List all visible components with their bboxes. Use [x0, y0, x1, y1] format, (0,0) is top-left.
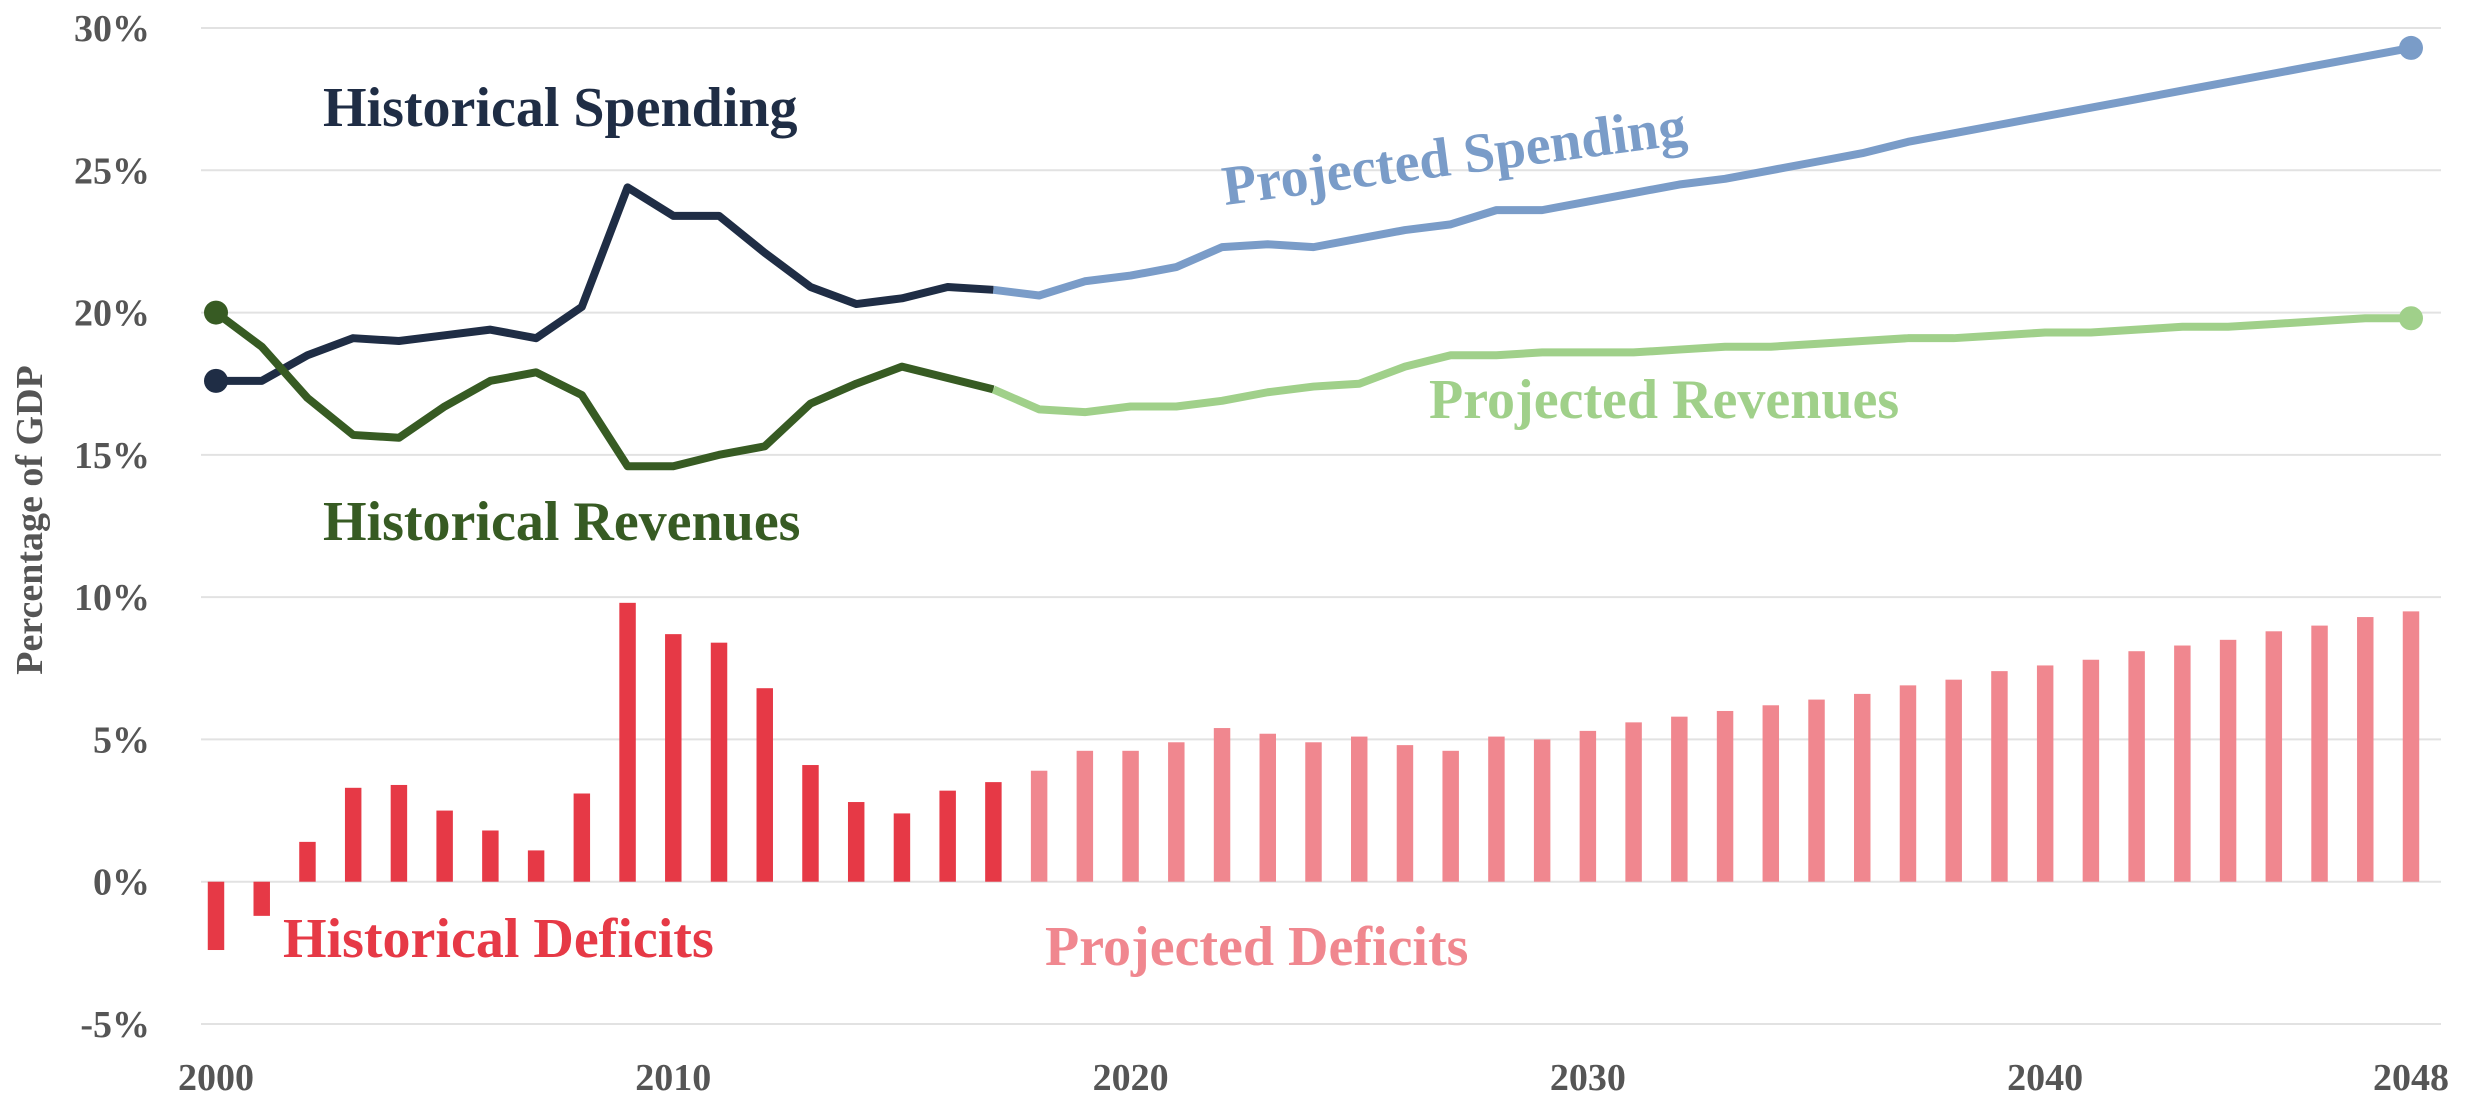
bar [1716, 710, 1734, 882]
bar [2357, 617, 2374, 882]
series-label: Projected Revenues [1429, 369, 1899, 431]
bar [207, 881, 225, 951]
y-tick-label: 10% [74, 577, 150, 619]
end-dot [2399, 35, 2423, 60]
bar [1854, 693, 1871, 882]
series-label: Projected Deficits [1045, 916, 1468, 978]
bar [253, 881, 270, 916]
bar [1122, 750, 1139, 882]
bar [1168, 742, 1185, 882]
x-tick-label: 2030 [1550, 1057, 1626, 1099]
y-axis-label: Percentage of GDP [9, 365, 51, 675]
bar [1488, 736, 1505, 882]
bar [619, 602, 636, 882]
bar [2128, 651, 2145, 882]
bar [1030, 770, 1048, 882]
y-tick-label: 20% [74, 293, 150, 335]
bar [1991, 671, 2008, 882]
bar [893, 813, 911, 882]
bar [390, 784, 408, 882]
line [213, 309, 995, 471]
bar [1396, 745, 1414, 882]
y-tick-label: 0% [93, 862, 150, 904]
bar [939, 790, 956, 882]
y-tick-label: 25% [74, 150, 150, 192]
y-tick-label: 30% [74, 8, 150, 50]
bar [710, 642, 728, 882]
bar [573, 793, 591, 882]
line [991, 314, 2411, 417]
bar [1350, 736, 1368, 882]
x-tick-label: 2020 [1093, 1057, 1169, 1099]
series-label: Historical Deficits [283, 908, 714, 970]
x-tick-label: 2010 [635, 1057, 711, 1099]
bar [2036, 665, 2054, 882]
bar [985, 782, 1002, 882]
bar [2311, 625, 2328, 882]
y-tick-label: -5% [80, 1004, 150, 1046]
bar [1625, 722, 1642, 882]
x-tick-label: 2040 [2007, 1057, 2083, 1099]
bar [1259, 733, 1277, 882]
bar [527, 850, 545, 882]
end-dot [204, 368, 228, 393]
bar [802, 765, 819, 882]
bar [1305, 742, 1322, 882]
bar [847, 802, 865, 882]
bar [1442, 750, 1459, 882]
end-dot [204, 300, 228, 325]
bar [299, 841, 316, 882]
x-tick-label: 2048 [2373, 1057, 2449, 1099]
series-label: Historical Spending [323, 77, 798, 139]
line [216, 183, 994, 385]
bar [482, 830, 499, 882]
bar [2402, 611, 2420, 882]
series-label: Historical Revenues [323, 491, 800, 553]
bar [756, 688, 773, 882]
bar [436, 810, 453, 882]
bar [1808, 699, 1825, 882]
bar [1945, 679, 1962, 882]
bar [1533, 739, 1551, 882]
bar [2265, 631, 2283, 882]
bar [2082, 659, 2100, 882]
bar [344, 787, 362, 882]
bar [1579, 730, 1597, 882]
bar [1213, 728, 1231, 882]
bar [1899, 685, 1917, 882]
y-tick-label: 15% [74, 435, 150, 477]
bar [665, 634, 682, 882]
bar [2219, 639, 2237, 882]
y-tick-label: 5% [93, 719, 150, 761]
bar [1762, 705, 1780, 882]
x-tick-label: 2000 [178, 1057, 254, 1099]
line [992, 43, 2412, 300]
bar [2174, 645, 2191, 882]
bar [1671, 716, 1688, 882]
bar [1076, 750, 1094, 882]
end-dot [2399, 306, 2423, 331]
